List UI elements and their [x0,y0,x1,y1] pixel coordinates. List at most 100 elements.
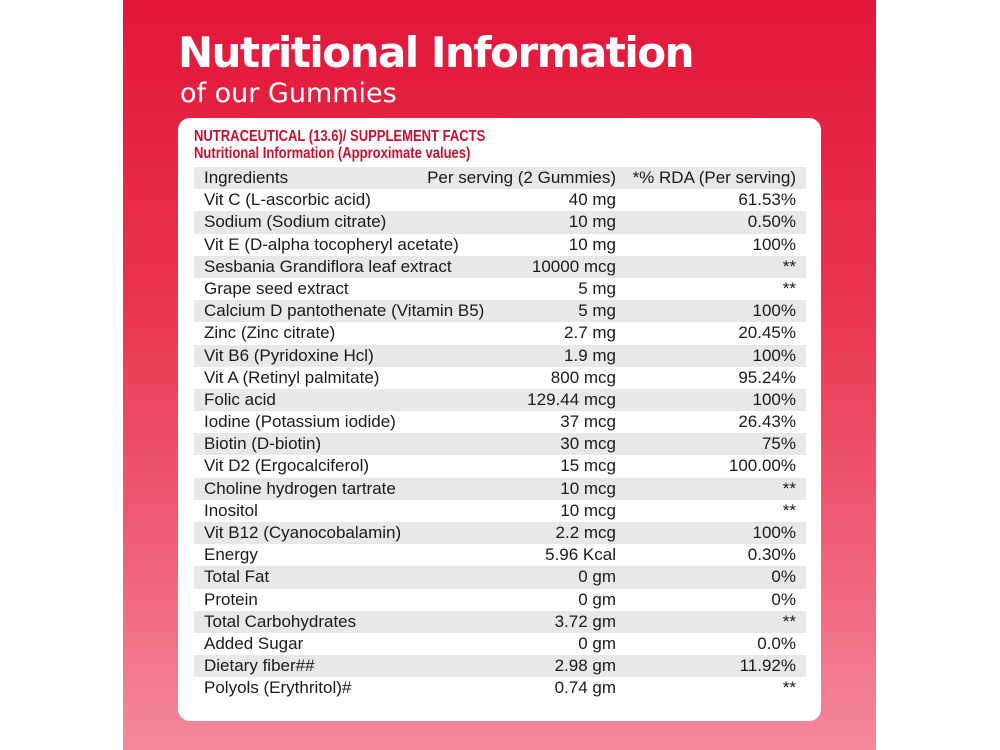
ingredient-name: Energy [204,545,258,565]
rda-value: ** [782,611,796,631]
per-serving-value: 2.98 gm [554,656,616,676]
rda-value: 0% [771,567,796,587]
table-row: Polyols (Erythritol)# 0.74 gm ** [194,677,806,699]
table-row: Iodine (Potassium iodide) 37 mcg 26.43% [194,411,806,433]
rda-value: 20.45% [738,323,796,343]
rda-value: ** [782,678,796,698]
table-row: Total Carbohydrates 3.72 gm ** [194,610,806,633]
per-serving-value: 10000 mcg [531,256,616,276]
ingredient-name: Protein [204,589,258,609]
table-row: Total Fat 0 gm 0% [194,566,806,589]
rda-value: ** [782,500,796,520]
rda-value: ** [782,478,796,498]
table-row: Sodium (Sodium citrate) 10 mg 0.50% [194,211,806,234]
ingredient-name: Total Carbohydrates [204,611,357,631]
table-row: Added Sugar 0 gm 0.0% [194,633,806,655]
column-header-rda: *% RDA (Per serving) [632,168,796,187]
per-serving-value: 0 gm [578,633,616,653]
ingredient-name: Polyols (Erythritol)# [204,678,352,698]
ingredient-name: Vit B12 (Cyanocobalamin) [204,523,402,542]
table-row: Protein 0 gm 0% [194,589,806,611]
per-serving-value: 0.74 gm [554,678,616,698]
table-row: Vit B12 (Cyanocobalamin) 2.2 mcg 100% [194,522,806,545]
rda-value: 100.00% [728,456,796,476]
per-serving-value: 2.7 mg [564,323,616,343]
rda-value: 100% [752,234,796,254]
ingredient-name: Iodine (Potassium iodide) [204,412,396,432]
rda-value: 11.92% [739,656,796,676]
nutrition-table: Ingredients Per serving (2 Gummies) *% R… [194,167,806,700]
table-row: Folic acid 129.44 mcg 100% [194,388,806,412]
table-header-row: Ingredients Per serving (2 Gummies) *% R… [194,167,806,190]
rda-value: 26.43% [738,412,796,432]
per-serving-value: 30 mcg [560,434,616,454]
table-row: Vit E (D-alpha tocopheryl acetate) 10 mg 1… [194,234,806,256]
per-serving-value: 10 mg [568,212,616,232]
ingredient-name: Inositol [204,500,258,520]
per-serving-value: 2.2 mcg [555,523,616,542]
table-row: Grape seed extract 5 mg ** [194,278,806,300]
per-serving-value: 0 gm [578,567,616,587]
rda-value: 100% [752,345,796,365]
rda-value: ** [782,256,796,276]
per-serving-value: 5 mg [578,278,616,298]
ingredient-name: Choline hydrogen tartrate [204,478,396,498]
table-row: Vit B6 (Pyridoxine Hcl) 1.9 mg 100% [194,344,806,367]
per-serving-value: 0 gm [578,589,616,609]
table-row: Choline hydrogen tartrate 10 mcg ** [194,477,806,500]
table-row: Zinc (Zinc citrate) 2.7 mg 20.45% [194,322,806,344]
per-serving-value: 10 mg [568,234,616,254]
ingredient-name: Vit E (D-alpha tocopheryl acetate) [204,234,459,254]
per-serving-value: 10 mcg [560,500,616,520]
ingredient-name: Calcium D pantothenate (Vitamin B5) [204,301,485,321]
ingredient-name: Vit B6 (Pyridoxine Hcl) [204,345,374,365]
per-serving-value: 3.72 gm [554,611,616,631]
rda-value: ** [782,278,796,298]
per-serving-value: 800 mcg [550,367,616,387]
table-row: Sesbania Grandiflora leaf extract 10000 m… [194,255,806,278]
per-serving-value: 40 mg [568,190,616,210]
ingredient-name: Dietary fiber## [204,656,315,676]
facts-heading: NUTRACEUTICAL (13.6)/ SUPPLEMENT FACTS N… [194,128,485,162]
table-row: Biotin (D-biotin) 30 mcg 75% [194,433,806,456]
ingredient-name: Sesbania Grandiflora leaf extract [204,256,452,276]
ingredient-name: Vit C (L-ascorbic acid) [204,190,371,210]
per-serving-value: 5.96 Kcal [545,545,616,565]
ingredient-name: Added Sugar [204,633,304,653]
per-serving-value: 15 mcg [560,456,616,476]
facts-heading-line-2: Nutritional Information (Approximate val… [194,145,471,162]
facts-heading-line-1: NUTRACEUTICAL (13.6)/ SUPPLEMENT FACTS [194,128,486,145]
rda-value: 0.50% [747,212,796,232]
rda-value: 0.0% [757,633,796,653]
ingredient-name: Zinc (Zinc citrate) [204,323,336,343]
table-row: Inositol 10 mcg ** [194,500,806,522]
ingredient-name: Biotin (D-biotin) [204,434,322,454]
per-serving-value: 10 mcg [560,478,616,498]
rda-value: 100% [752,389,796,409]
per-serving-value: 37 mcg [560,412,616,432]
per-serving-value: 5 mg [578,301,616,321]
table-row: Vit D2 (Ergocalciferol) 15 mcg 100.00% [194,455,806,477]
table-row: Vit C (L-ascorbic acid) 40 mg 61.53% [194,189,806,211]
table-row: Energy 5.96 Kcal 0.30% [194,544,806,566]
page-title: Nutritional Information [178,28,695,77]
ingredient-name: Vit A (Retinyl palmitate) [204,367,380,387]
rda-value: 75% [761,434,796,454]
ingredient-name: Grape seed extract [204,278,349,298]
table-row: Vit A (Retinyl palmitate) 800 mcg 95.24% [194,367,806,389]
ingredient-name: Total Fat [204,567,270,587]
per-serving-value: 1.9 mg [564,345,616,365]
table-row: Calcium D pantothenate (Vitamin B5) 5 mg 1… [194,300,806,323]
ingredient-name: Vit D2 (Ergocalciferol) [204,456,370,476]
ingredient-name: Sodium (Sodium citrate) [204,212,387,232]
rda-value: 100% [752,301,796,321]
rda-value: 61.53% [738,190,796,210]
rda-value: 95.24% [738,367,796,387]
rda-value: 100% [752,523,796,542]
column-header-per-serving: Per serving (2 Gummies) [427,168,616,187]
table-row: Dietary fiber## 2.98 gm 11.92% [194,655,806,678]
page-subtitle: of our Gummies [180,78,397,109]
ingredient-name: Folic acid [204,389,276,409]
rda-value: 0% [771,589,796,609]
rda-value: 0.30% [747,545,796,565]
